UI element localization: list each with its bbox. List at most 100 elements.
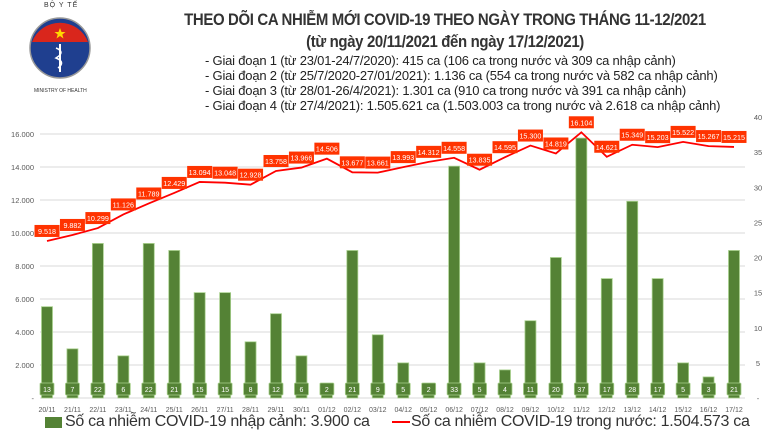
bar-data-label: 15 bbox=[221, 387, 229, 394]
x-axis-tick-label: 11/12 bbox=[573, 407, 590, 414]
line-data-label: 16.104 bbox=[570, 118, 592, 127]
domestic-cases-line bbox=[46, 131, 735, 242]
bar-label-box bbox=[421, 382, 437, 396]
bar-data-label: 28 bbox=[628, 387, 636, 394]
bar bbox=[66, 348, 79, 399]
bar-label-box bbox=[243, 382, 258, 396]
left-axis-tick-label: 2.000 bbox=[15, 361, 34, 370]
bar-label-box bbox=[115, 382, 131, 396]
bar-data-label: 12 bbox=[272, 387, 280, 394]
line-label-box bbox=[696, 130, 722, 143]
line-label-box bbox=[645, 131, 671, 144]
x-axis-tick-label: 27/11 bbox=[217, 407, 234, 414]
line-label-box bbox=[517, 129, 543, 142]
x-axis-tick-label: 23/11 bbox=[115, 407, 132, 414]
right-axis-tick-label: 15 bbox=[754, 289, 762, 298]
line-data-label: 9.518 bbox=[38, 227, 56, 236]
bar-label-box bbox=[650, 382, 666, 396]
bar-data-label: 3 bbox=[707, 387, 711, 394]
bar bbox=[677, 362, 690, 399]
bar bbox=[448, 165, 461, 399]
x-axis-tick-label: 01/12 bbox=[318, 407, 336, 414]
line-data-label: 10.299 bbox=[87, 214, 109, 223]
bar-label-box bbox=[497, 382, 513, 396]
right-axis-tick-label: 30 bbox=[754, 183, 762, 192]
x-axis-tick-label: 03/12 bbox=[369, 407, 387, 414]
bar-data-label: 20 bbox=[552, 387, 560, 394]
bar-label-box bbox=[294, 382, 309, 396]
line-data-label: 12.429 bbox=[163, 179, 185, 188]
line-data-label: 15.300 bbox=[519, 132, 541, 141]
legend-item-domestic: Số ca nhiễm COVID-19 trong nước: 1.504.5… bbox=[392, 413, 750, 431]
bar-label-box bbox=[548, 382, 564, 396]
bar-data-label: 21 bbox=[348, 387, 356, 394]
bar-label-box bbox=[217, 382, 233, 396]
left-axis-tick-label: 8.000 bbox=[15, 262, 34, 271]
line-data-label: 13.966 bbox=[290, 154, 312, 163]
left-axis-tick-label: 16.000 bbox=[11, 130, 34, 139]
bar bbox=[626, 200, 639, 399]
line-data-label: 15.215 bbox=[723, 133, 745, 142]
left-axis-tick-label: 12.000 bbox=[11, 196, 34, 205]
x-axis-tick-label: 17/12 bbox=[725, 407, 743, 414]
bar-label-box bbox=[395, 382, 411, 396]
line-label-box bbox=[339, 156, 365, 169]
legend-item-import: Số ca nhiễm COVID-19 nhập cảnh: 3.900 ca bbox=[45, 413, 370, 431]
bar bbox=[41, 306, 53, 399]
line-data-label: 14.558 bbox=[443, 144, 465, 153]
bar-data-label: 22 bbox=[145, 387, 153, 394]
x-axis-tick-label: 28/11 bbox=[242, 407, 259, 414]
bar bbox=[270, 313, 282, 399]
line-label-box bbox=[594, 140, 620, 153]
line-label-box bbox=[721, 130, 747, 143]
bar bbox=[91, 243, 104, 399]
x-axis-tick-label: 20/11 bbox=[39, 407, 56, 414]
x-axis-tick-label: 09/12 bbox=[522, 407, 540, 414]
bar-label-box bbox=[370, 382, 386, 396]
bar-data-label: 2 bbox=[325, 387, 329, 394]
bar bbox=[600, 278, 613, 399]
chart-title: THEO DÕI CA NHIỄM MỚI COVID-19 THEO NGÀY… bbox=[184, 10, 706, 29]
bar bbox=[371, 334, 384, 399]
legend-label-import: Số ca nhiễm COVID-19 nhập cảnh: 3.900 ca bbox=[65, 413, 370, 430]
bar-data-label: 5 bbox=[478, 387, 482, 394]
line-label-box bbox=[441, 141, 467, 154]
line-data-label: 13.993 bbox=[392, 153, 414, 162]
line-data-label: 13.094 bbox=[189, 168, 211, 177]
left-axis-tick-label: 14.000 bbox=[11, 163, 34, 172]
bar bbox=[473, 362, 486, 399]
bar-data-label: 4 bbox=[503, 387, 507, 394]
left-axis-tick-label: 6.000 bbox=[15, 295, 34, 304]
bar-label-box bbox=[446, 382, 462, 396]
bar-data-label: 21 bbox=[170, 387, 178, 394]
line-label-box bbox=[288, 151, 314, 164]
x-axis-tick-label: 13/12 bbox=[623, 407, 641, 414]
bar-label-box bbox=[675, 382, 691, 396]
line-label-box bbox=[212, 166, 238, 179]
bar-data-label: 17 bbox=[654, 387, 662, 394]
line-data-label: 15.522 bbox=[672, 128, 694, 137]
x-axis-tick-label: 04/12 bbox=[394, 407, 412, 414]
bar-data-label: 6 bbox=[299, 387, 303, 394]
line-data-label: 13.677 bbox=[341, 158, 363, 167]
line-label-box bbox=[314, 142, 340, 155]
bar-data-label: 37 bbox=[577, 387, 585, 394]
bar-label-box bbox=[472, 382, 487, 396]
bar-label-box bbox=[344, 382, 360, 396]
line-label-box bbox=[568, 116, 594, 129]
chart-subtitle: (từ ngày 20/11/2021 đến ngày 17/12/2021) bbox=[306, 32, 584, 51]
x-axis-tick-label: 06/12 bbox=[445, 407, 463, 414]
x-axis-tick-label: 08/12 bbox=[496, 407, 514, 414]
line-label-box bbox=[238, 168, 264, 181]
line-data-label: 15.203 bbox=[647, 133, 669, 142]
legend-line-swatch-icon bbox=[392, 421, 410, 423]
stage-note-1: - Giai đoạn 1 (từ 23/01-24/7/2020): 415 … bbox=[205, 53, 676, 68]
bar-label-box bbox=[573, 382, 589, 396]
x-axis-tick-label: 30/11 bbox=[293, 407, 310, 414]
x-axis-tick-label: 24/11 bbox=[140, 407, 157, 414]
right-axis-tick-label: 40 bbox=[754, 113, 762, 122]
line-data-label: 11.789 bbox=[138, 189, 159, 198]
line-data-label: 13.048 bbox=[214, 169, 236, 178]
